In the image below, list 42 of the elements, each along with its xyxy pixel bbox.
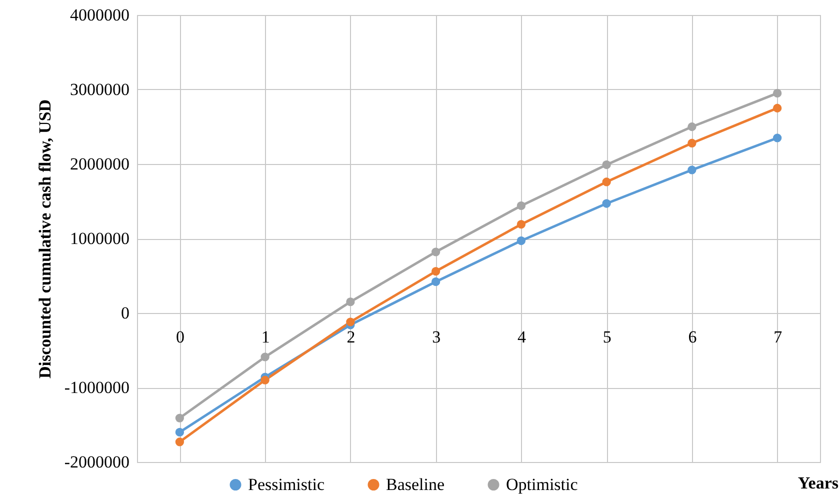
x-tick-label: 6 bbox=[688, 328, 697, 346]
legend-label: Baseline bbox=[386, 474, 445, 494]
x-tick-label: 5 bbox=[602, 328, 612, 346]
point bbox=[772, 104, 782, 112]
x-axis-title: Years bbox=[798, 474, 839, 492]
point bbox=[688, 138, 696, 148]
point bbox=[431, 248, 440, 256]
x-tick-label: 2 bbox=[346, 328, 356, 346]
y-tick-label: -1000000 bbox=[64, 378, 130, 397]
point bbox=[688, 122, 696, 132]
point bbox=[431, 277, 440, 286]
y-tick-label: 0 bbox=[121, 304, 130, 322]
y-tick-label: 4000000 bbox=[70, 6, 130, 24]
point bbox=[346, 298, 355, 306]
point bbox=[260, 376, 270, 384]
y-axis-title: Discounted cumulative cash flow, USD bbox=[35, 99, 54, 379]
point bbox=[772, 88, 782, 98]
point bbox=[602, 199, 611, 208]
point bbox=[516, 236, 526, 246]
y-tick-label: -2000000 bbox=[64, 452, 130, 472]
point bbox=[346, 318, 355, 326]
point bbox=[602, 178, 611, 186]
point bbox=[175, 428, 184, 437]
x-tick-label: 0 bbox=[176, 328, 184, 346]
point bbox=[175, 414, 184, 422]
point bbox=[260, 352, 270, 362]
point bbox=[516, 201, 526, 210]
point bbox=[516, 220, 526, 229]
x-tick-label: 4 bbox=[517, 328, 526, 346]
x-tick-label: 3 bbox=[432, 328, 441, 346]
y-tick-label: 2000000 bbox=[70, 154, 130, 174]
legend-label: Pessimistic bbox=[248, 474, 325, 494]
point bbox=[688, 166, 696, 174]
x-tick-label: 7 bbox=[774, 328, 783, 346]
y-tick-label: 1000000 bbox=[70, 229, 130, 248]
point bbox=[431, 266, 440, 276]
point bbox=[602, 160, 611, 170]
legend-label: Optimistic bbox=[506, 474, 578, 494]
point bbox=[175, 438, 184, 446]
point bbox=[772, 134, 782, 142]
y-tick-label: 3000000 bbox=[70, 80, 130, 99]
x-tick-label: 1 bbox=[261, 328, 270, 346]
